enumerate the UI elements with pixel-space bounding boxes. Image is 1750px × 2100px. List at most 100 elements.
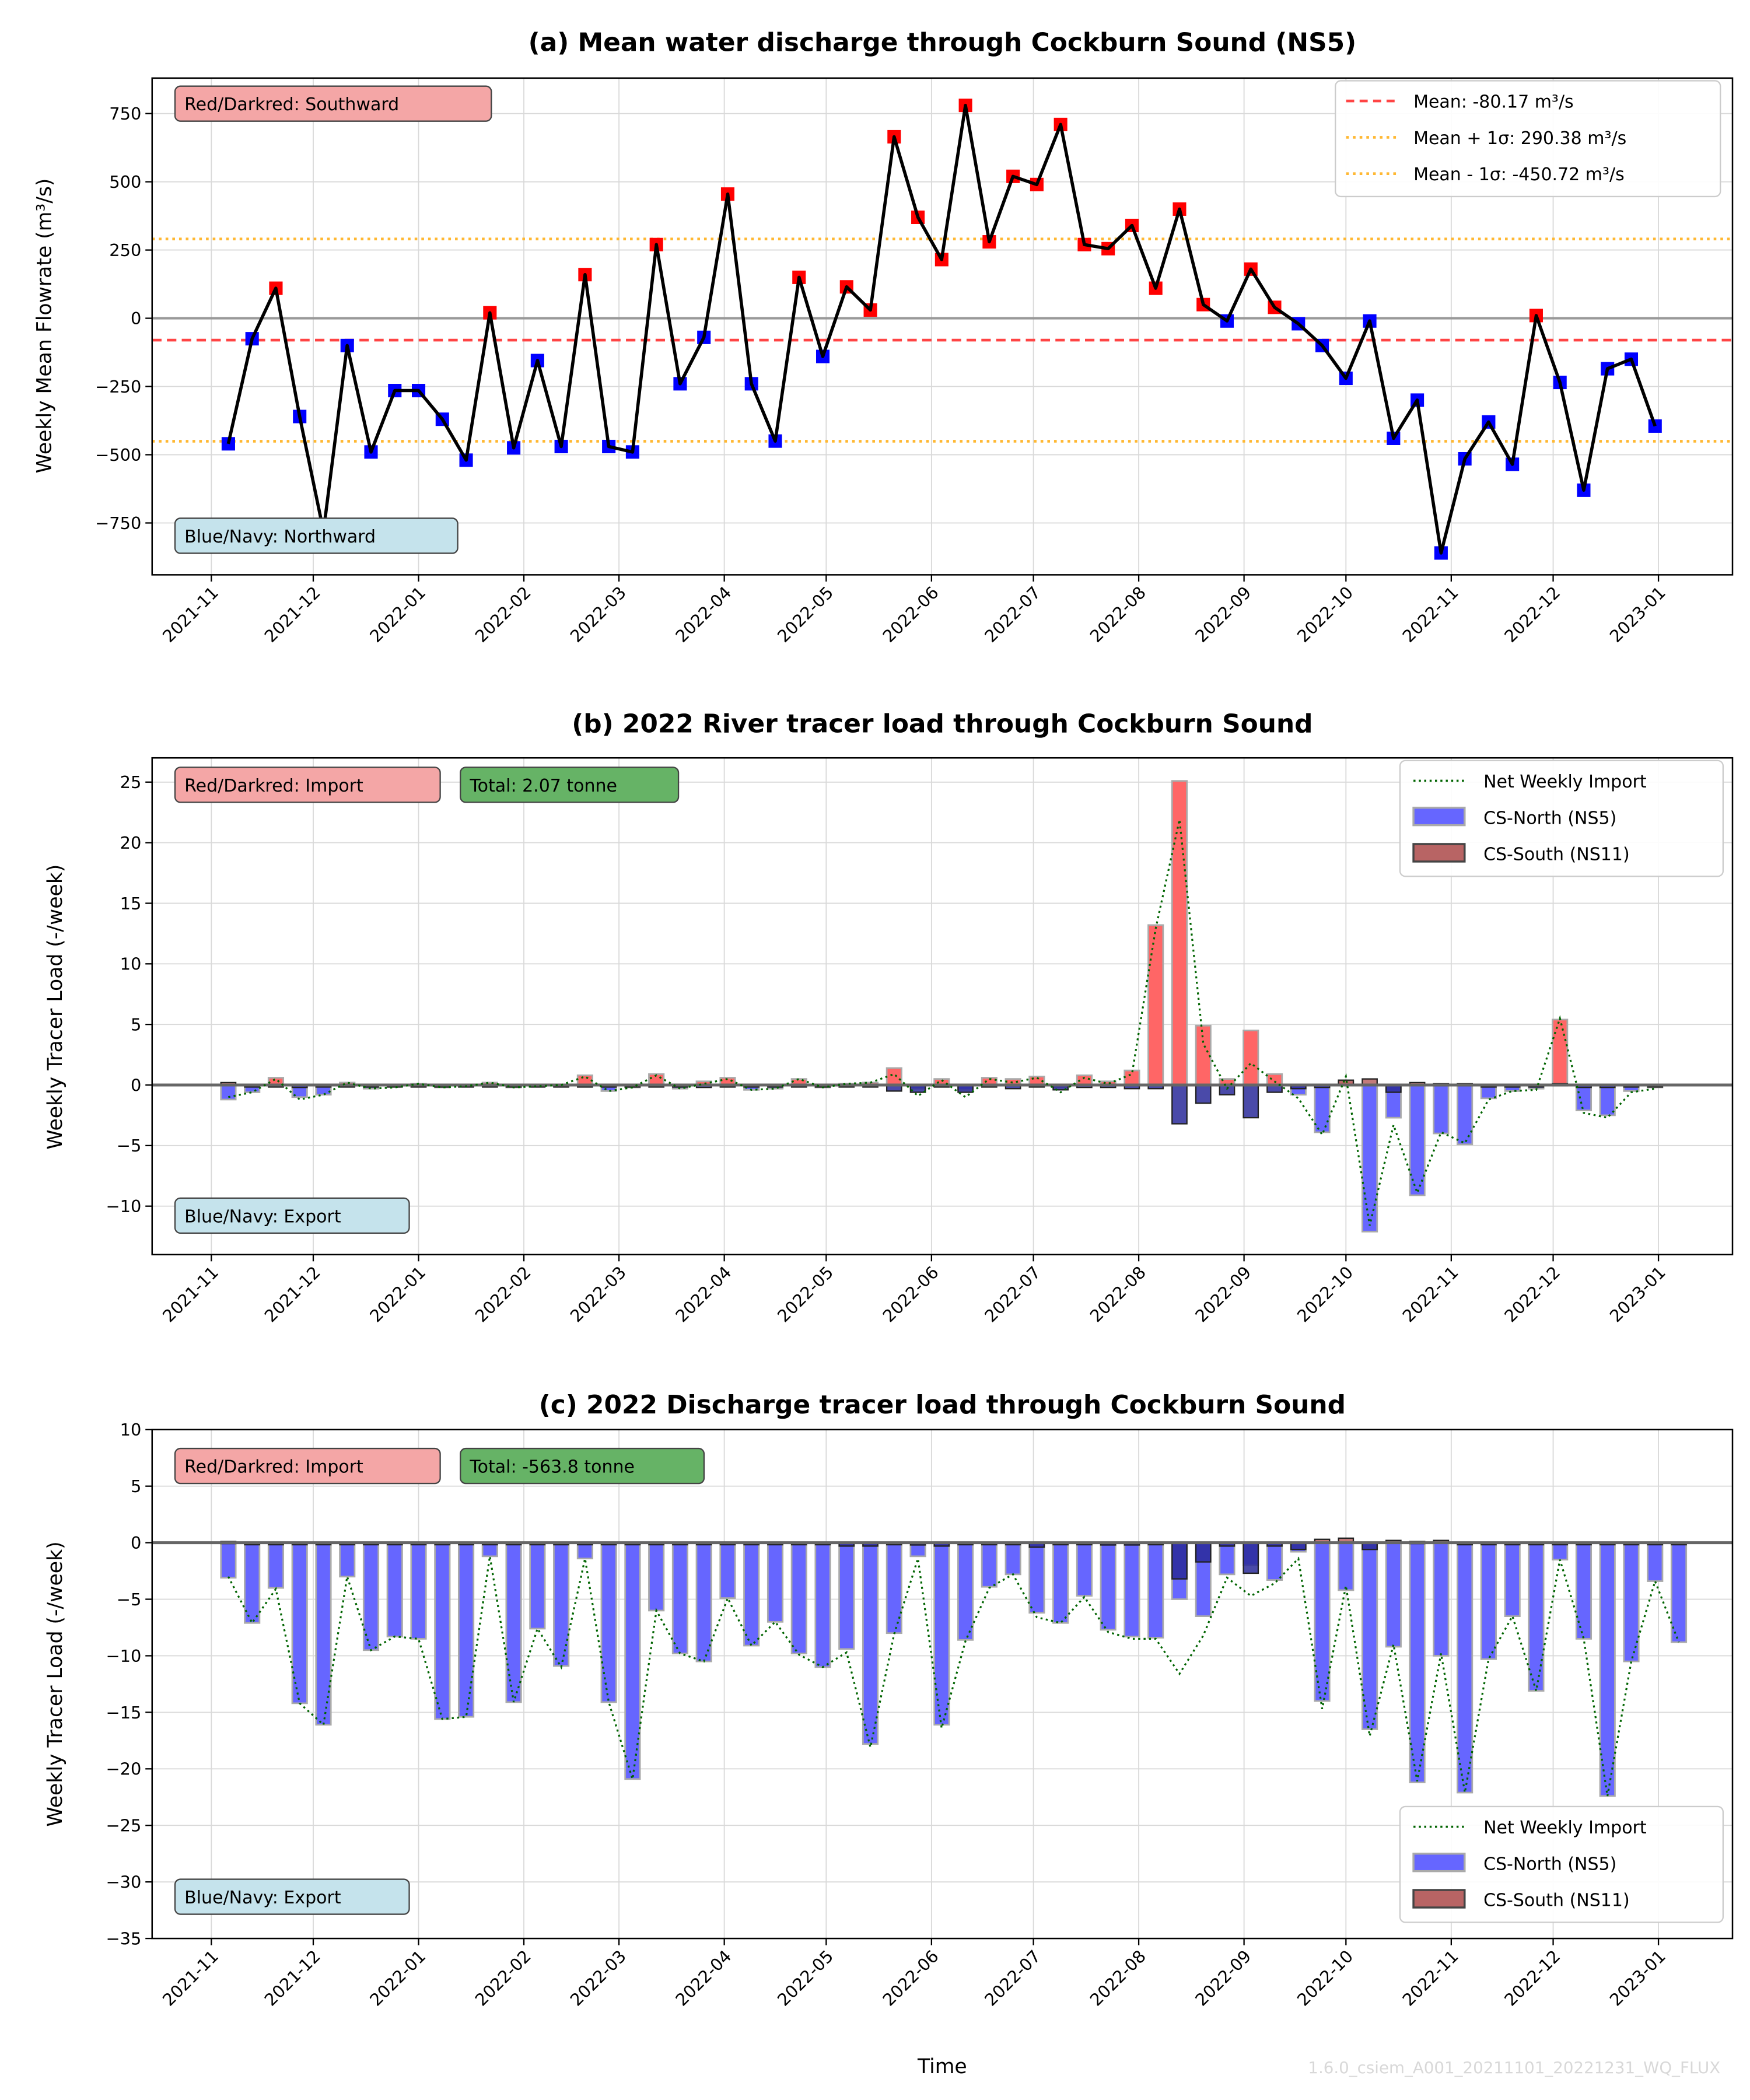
x-tick-label: 2022-12	[1500, 1262, 1564, 1326]
x-tick-label: 2022-09	[1191, 1262, 1255, 1326]
bar-cs-north	[1362, 1084, 1378, 1233]
bar-cs-north	[1195, 1024, 1212, 1086]
y-tick-label: 500	[109, 172, 141, 192]
panel-a-y-ticks: 750 500 250 0 −250 −500 −750	[95, 104, 152, 533]
y-tick-label: 10	[120, 1420, 142, 1440]
bar-cs-north	[790, 1542, 807, 1654]
net-weekly-import-line	[228, 819, 1656, 1226]
bar-cs-north	[1599, 1542, 1616, 1797]
bar-cs-north	[1409, 1084, 1426, 1196]
bar-cs-north	[1433, 1542, 1450, 1657]
x-tick-label: 2022-11	[1398, 1946, 1462, 2010]
panel-c-frame	[151, 1429, 1734, 1940]
x-tick-label: 2021-11	[159, 1262, 222, 1326]
bar-cs-north	[1005, 1542, 1021, 1576]
bar-cs-north	[1504, 1542, 1521, 1617]
annotation-export-text: Blue/Navy: Export	[184, 1206, 341, 1227]
legend-mean-minus-sigma-label: Mean - 1σ: -450.72 m³/s	[1413, 164, 1625, 185]
bar-cs-north	[1457, 1084, 1474, 1146]
bar-cs-north	[1433, 1084, 1450, 1135]
y-tick-label: −5	[117, 1136, 142, 1156]
panel-c-title: (c) 2022 Discharge tracer load through C…	[539, 1390, 1346, 1420]
bar-cs-north	[339, 1542, 356, 1578]
x-tick-label: 2022-01	[366, 1262, 429, 1326]
annotation-southward-text: Red/Darkred: Southward	[184, 94, 399, 115]
bar-cs-north	[1100, 1542, 1116, 1631]
bar-cs-north	[457, 1542, 475, 1718]
bar-cs-north	[886, 1542, 902, 1634]
legend-mean-plus-sigma-label: Mean + 1σ: 290.38 m³/s	[1413, 128, 1626, 149]
x-tick-label: 2022-12	[1500, 1946, 1564, 2010]
y-tick-label: −15	[106, 1703, 141, 1723]
y-tick-label: 15	[120, 894, 142, 914]
annotation-import-c: Red/Darkred: Import	[174, 1447, 441, 1485]
bar-cs-north	[1147, 1542, 1164, 1639]
bar-cs-north	[410, 1542, 427, 1640]
legend-south-swatch	[1412, 843, 1466, 863]
panel-c-discharge-tracer: (c) 2022 Discharge tracer load through C…	[44, 1390, 1734, 2010]
bar-cs-north	[1171, 780, 1188, 1086]
x-tick-label: 2021-11	[159, 583, 222, 646]
panel-b-legend: Net Weekly Import CS-North (NS5) CS-South …	[1399, 760, 1724, 877]
y-tick-label: −250	[95, 377, 141, 397]
bar-cs-north	[1338, 1542, 1354, 1591]
x-tick-label: 2022-10	[1293, 1946, 1357, 2010]
bar-cs-north	[1314, 1542, 1331, 1702]
bar-cs-north	[1147, 924, 1164, 1086]
x-tick-label: 2022-11	[1398, 1262, 1462, 1326]
annotation-southward: Red/Darkred: Southward	[174, 85, 492, 122]
x-tick-label: 2021-12	[261, 583, 324, 646]
y-tick-label: −30	[106, 1873, 141, 1892]
legend-south-swatch	[1412, 1889, 1466, 1909]
x-tick-label: 2022-01	[366, 583, 429, 646]
bar-cs-north	[766, 1542, 784, 1623]
y-tick-label: 750	[109, 104, 141, 124]
bar-cs-north	[1076, 1542, 1093, 1597]
bar-cs-north	[1219, 1542, 1236, 1576]
bar-cs-north	[814, 1542, 831, 1668]
bar-cs-north	[1457, 1542, 1474, 1794]
bar-cs-north	[695, 1542, 712, 1662]
y-tick-label: 5	[131, 1476, 141, 1496]
y-tick-label: −20	[106, 1759, 141, 1779]
y-tick-label: 5	[131, 1015, 141, 1035]
panel-a-marks	[152, 99, 1732, 560]
bar-cs-north	[957, 1542, 974, 1641]
annotation-northward-text: Blue/Navy: Northward	[184, 527, 376, 547]
panel-b-marks	[152, 780, 1732, 1233]
y-tick-label: 25	[120, 772, 142, 792]
bar-cs-north	[1314, 1084, 1331, 1133]
bar-cs-south	[1171, 1084, 1188, 1125]
x-tick-label: 2022-09	[1191, 583, 1255, 646]
panel-b-y-ticks: 25 20 15 10 5 0 −5 −10	[106, 772, 152, 1216]
x-tick-label: 2022-03	[566, 1262, 630, 1326]
legend-north-swatch	[1412, 806, 1466, 827]
bar-cs-north	[886, 1067, 902, 1086]
y-tick-label: 10	[120, 954, 142, 974]
x-tick-label: 2022-02	[471, 1946, 535, 2010]
bar-cs-north	[1575, 1084, 1592, 1111]
legend-frame	[1399, 1805, 1724, 1923]
bar-cs-north	[1575, 1542, 1592, 1640]
x-tick-label: 2023-01	[1606, 1946, 1670, 2010]
bar-cs-north	[981, 1542, 998, 1588]
bar-cs-north	[933, 1542, 950, 1726]
annotation-total: Total: 2.07 tonne	[460, 766, 680, 803]
bar-cs-north	[719, 1542, 736, 1599]
y-tick-label: −5	[117, 1590, 142, 1609]
bar-cs-south	[1171, 1542, 1188, 1580]
panel-b-title: (b) 2022 River tracer load through Cockb…	[572, 709, 1312, 738]
bar-cs-north	[1242, 1030, 1259, 1086]
legend-south-label: CS-South (NS11)	[1483, 1891, 1630, 1911]
bar-cs-north	[1028, 1542, 1045, 1614]
bar-cs-north	[267, 1542, 285, 1589]
annotation-northward: Blue/Navy: Northward	[174, 517, 459, 554]
panel-c-ylabel: Weekly Tracer Load (-/week)	[44, 1541, 67, 1826]
x-tick-label: 2022-04	[671, 1262, 735, 1326]
bar-cs-north	[600, 1542, 617, 1703]
bar-cs-north	[648, 1542, 665, 1612]
y-tick-label: −750	[95, 513, 141, 533]
panel-b-ylabel: Weekly Tracer Load (-/week)	[44, 864, 67, 1150]
legend-north-label: CS-North (NS5)	[1483, 808, 1616, 828]
